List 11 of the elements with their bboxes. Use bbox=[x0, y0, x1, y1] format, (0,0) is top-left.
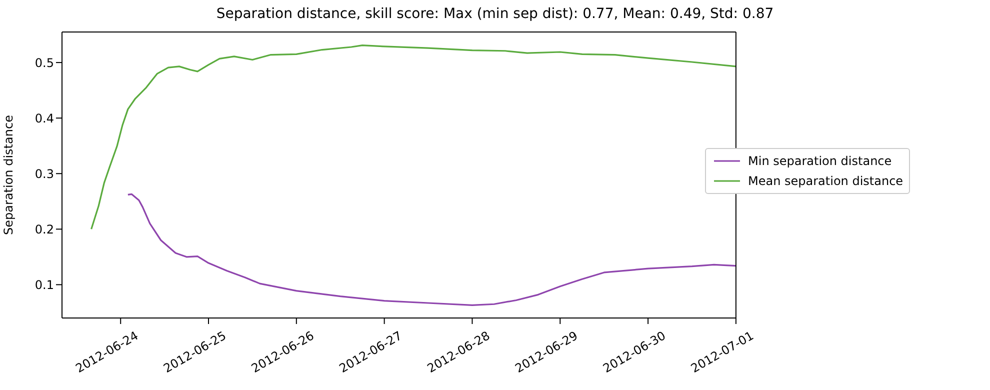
y-tick-label: 0.3 bbox=[34, 166, 54, 181]
chart-title: Separation distance, skill score: Max (min sep dist): 0.77, Mean: 0.49, Std: 0.87 bbox=[215, 6, 775, 22]
legend-label: Min separation distance bbox=[748, 153, 892, 170]
line-series bbox=[90, 44, 736, 230]
line-series bbox=[127, 193, 736, 306]
y-tick-label: 0.1 bbox=[34, 278, 54, 292]
legend-label: Mean separation distance bbox=[748, 173, 904, 190]
y-tick-label: 0.5 bbox=[34, 56, 54, 70]
y-tick-label: 0.4 bbox=[34, 111, 54, 126]
y-axis-title: Separation distance bbox=[1, 115, 16, 235]
y-tick-label: 0.2 bbox=[34, 222, 54, 236]
